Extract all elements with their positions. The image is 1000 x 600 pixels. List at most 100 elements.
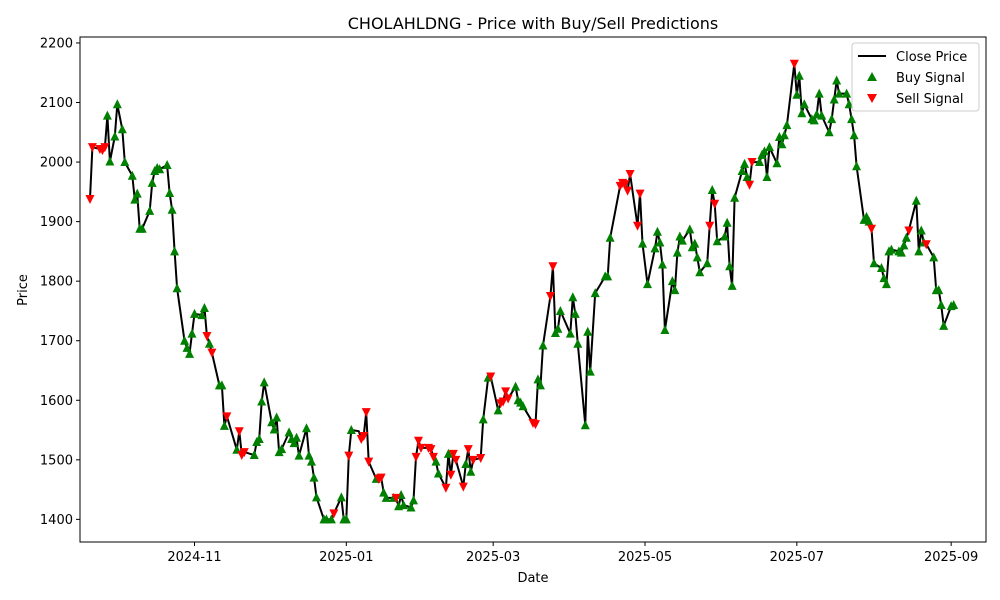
buy-signal-marker — [712, 236, 722, 246]
buy-signal-marker — [722, 217, 732, 227]
buy-signal-marker — [799, 99, 809, 109]
buy-signal-marker — [657, 259, 667, 269]
buy-signal-marker — [461, 458, 471, 468]
y-tick-label: 1500 — [40, 453, 73, 468]
buy-signal-marker — [580, 420, 590, 430]
buy-signal-marker — [764, 142, 774, 152]
buy-signal-marker — [660, 324, 670, 334]
y-tick-label: 2000 — [40, 156, 73, 171]
buy-signal-marker — [110, 131, 120, 141]
buy-signal-marker — [431, 456, 441, 466]
buy-signal-marker — [916, 225, 926, 235]
sell-signal-marker — [620, 180, 630, 190]
buy-signal-marker — [690, 238, 700, 248]
axes-frame — [79, 36, 987, 543]
sell-signal-marker — [207, 348, 217, 358]
buy-signal-marker — [187, 328, 197, 338]
buy-signal-marker — [929, 252, 939, 262]
buy-signal-marker — [655, 237, 665, 247]
sell-signal-marker — [705, 221, 715, 231]
buy-signal-marker — [864, 216, 874, 226]
buy-signal-marker — [827, 114, 837, 124]
buy-signal-marker — [277, 444, 287, 454]
sell-signal-marker — [441, 483, 451, 493]
buy-signal-marker — [381, 492, 391, 502]
sell-signal-marker — [503, 394, 513, 404]
sell-signal-marker — [100, 143, 110, 153]
buy-signal-marker — [102, 110, 112, 120]
buy-signal-marker — [759, 146, 769, 156]
buy-signal-marker — [185, 348, 195, 358]
x-tick-label: 2025-03 — [466, 550, 520, 565]
buy-signal-marker — [949, 299, 959, 309]
buy-signal-marker — [667, 276, 677, 286]
buy-signal-marker — [538, 340, 548, 350]
sell-signal-marker — [921, 240, 931, 250]
buy-signal-marker — [565, 328, 575, 338]
buy-signal-marker — [730, 192, 740, 202]
buy-signal-marker — [934, 285, 944, 295]
buy-signal-marker — [672, 247, 682, 257]
y-tick-label: 1700 — [40, 334, 73, 349]
buy-signal-marker — [399, 500, 409, 510]
buy-signal-marker — [105, 156, 115, 166]
sell-signal-marker — [745, 180, 755, 190]
sell-signal-marker — [416, 443, 426, 453]
buy-signal-marker — [670, 285, 680, 295]
x-axis-label: Date — [517, 571, 548, 586]
buy-signal-marker — [844, 99, 854, 109]
sell-signal-marker — [202, 331, 212, 341]
sell-signal-marker — [364, 457, 374, 467]
sell-signal-layer — [85, 59, 931, 519]
sell-signal-marker — [329, 509, 339, 519]
buy-signal-marker — [511, 381, 521, 391]
sell-signal-marker — [448, 449, 458, 459]
buy-signal-marker — [814, 88, 824, 98]
buy-signal-marker — [120, 157, 130, 167]
buy-signal-marker — [742, 171, 752, 181]
buy-signal-marker — [284, 427, 294, 437]
plot-area — [85, 59, 959, 524]
buy-signal-marker — [650, 243, 660, 253]
buy-signal-marker — [433, 468, 443, 478]
buy-signal-marker — [642, 279, 652, 289]
buy-signal-marker — [269, 424, 279, 434]
buy-signal-marker — [896, 247, 906, 257]
sell-signal-marker — [501, 387, 511, 397]
sell-signal-marker — [633, 221, 643, 231]
buy-signal-marker — [849, 130, 859, 140]
buy-signal-marker — [180, 335, 190, 345]
buy-signal-marker — [155, 164, 165, 174]
sell-signal-marker — [239, 448, 249, 458]
sell-signal-marker — [458, 482, 468, 492]
buy-signal-marker — [911, 195, 921, 205]
buy-signal-marker — [249, 450, 259, 460]
buy-signal-marker — [886, 244, 896, 254]
buy-signal-marker — [306, 456, 316, 466]
buy-signal-marker — [702, 258, 712, 268]
sell-signal-marker — [548, 262, 558, 272]
buy-signal-marker — [603, 271, 613, 281]
buy-signal-marker — [267, 417, 277, 427]
buy-signal-marker — [555, 305, 565, 315]
buy-signal-marker — [842, 88, 852, 98]
y-tick-label: 1400 — [40, 513, 73, 528]
buy-signal-marker — [590, 288, 600, 298]
buy-signal-marker — [585, 366, 595, 376]
buy-signal-marker — [257, 396, 267, 406]
buy-signal-marker — [197, 310, 207, 320]
buy-signal-marker — [309, 472, 319, 482]
buy-signal-marker — [162, 160, 172, 170]
buy-signal-marker — [725, 261, 735, 271]
buy-signal-marker — [259, 377, 269, 387]
buy-signal-marker — [292, 432, 302, 442]
buy-signal-marker — [172, 283, 182, 293]
buy-signal-marker — [137, 223, 147, 233]
buy-signal-marker — [899, 240, 909, 250]
buy-signal-marker — [605, 232, 615, 242]
buy-signal-marker — [311, 492, 321, 502]
sell-signal-marker — [545, 292, 555, 302]
sell-signal-marker — [359, 431, 369, 441]
buy-signal-marker — [762, 171, 772, 181]
legend-box — [851, 42, 980, 112]
